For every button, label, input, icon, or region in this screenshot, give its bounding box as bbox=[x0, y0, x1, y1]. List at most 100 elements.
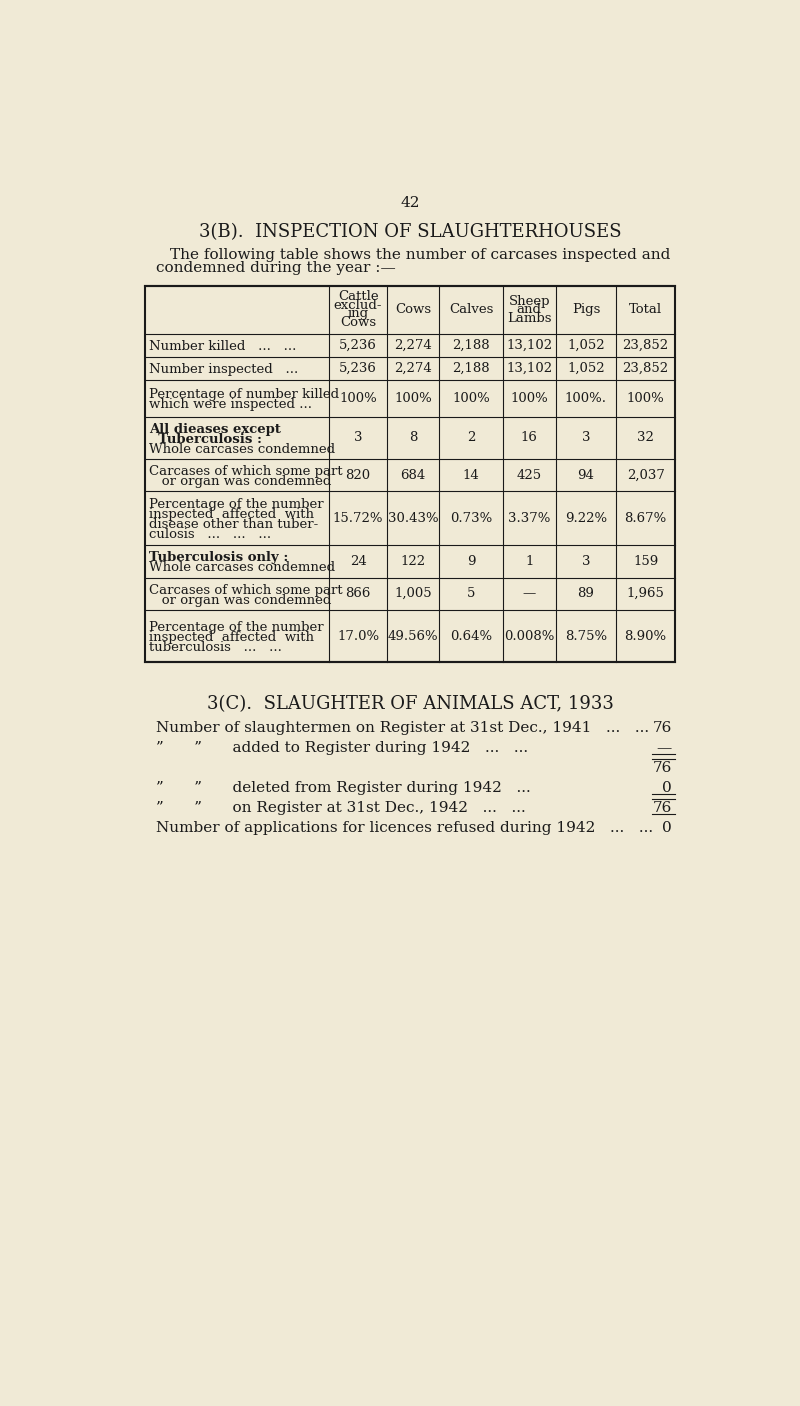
Text: 100%.: 100%. bbox=[565, 392, 607, 405]
Text: 159: 159 bbox=[633, 555, 658, 568]
Text: or organ was condemned: or organ was condemned bbox=[149, 593, 331, 607]
Text: Cows: Cows bbox=[340, 316, 376, 329]
Text: Carcases of which some part: Carcases of which some part bbox=[149, 583, 342, 596]
Text: exclud-: exclud- bbox=[334, 299, 382, 312]
Text: Tuberculosis only :: Tuberculosis only : bbox=[149, 551, 288, 564]
Text: Number of slaughtermen on Register at 31st Dec., 1941   ...   ...: Number of slaughtermen on Register at 31… bbox=[156, 721, 649, 735]
Text: Percentage of the number: Percentage of the number bbox=[149, 621, 323, 634]
Text: 100%: 100% bbox=[510, 392, 548, 405]
Text: Cattle: Cattle bbox=[338, 291, 378, 304]
Text: 122: 122 bbox=[401, 555, 426, 568]
Text: 0.73%: 0.73% bbox=[450, 512, 492, 524]
Text: 3(C).  SLAUGHTER OF ANIMALS ACT, 1933: 3(C). SLAUGHTER OF ANIMALS ACT, 1933 bbox=[206, 695, 614, 713]
Text: All dieases except: All dieases except bbox=[149, 423, 281, 436]
Text: 30.43%: 30.43% bbox=[388, 512, 438, 524]
Text: Whole carcases condemned: Whole carcases condemned bbox=[149, 443, 335, 456]
Text: 15.72%: 15.72% bbox=[333, 512, 383, 524]
Text: 14: 14 bbox=[463, 468, 480, 482]
Text: 100%: 100% bbox=[394, 392, 432, 405]
Text: 3.37%: 3.37% bbox=[508, 512, 550, 524]
Text: 42: 42 bbox=[400, 195, 420, 209]
Text: Number of applications for licences refused during 1942   ...   ...: Number of applications for licences refu… bbox=[156, 821, 653, 835]
Text: Lambs: Lambs bbox=[507, 312, 552, 325]
Text: 820: 820 bbox=[346, 468, 370, 482]
Text: —: — bbox=[522, 588, 536, 600]
Text: Tuberculosis :: Tuberculosis : bbox=[149, 433, 262, 446]
Text: Total: Total bbox=[629, 304, 662, 316]
Text: 5,236: 5,236 bbox=[339, 361, 377, 374]
Text: 76: 76 bbox=[653, 761, 672, 775]
Text: Number killed   ...   ...: Number killed ... ... bbox=[149, 340, 296, 353]
Text: Percentage of number killed: Percentage of number killed bbox=[149, 388, 339, 401]
Text: 100%: 100% bbox=[452, 392, 490, 405]
Text: 2,188: 2,188 bbox=[453, 339, 490, 352]
Text: 13,102: 13,102 bbox=[506, 339, 553, 352]
Text: 866: 866 bbox=[346, 588, 370, 600]
Text: 8.67%: 8.67% bbox=[625, 512, 666, 524]
Text: 1,052: 1,052 bbox=[567, 361, 605, 374]
Text: 23,852: 23,852 bbox=[622, 361, 669, 374]
Text: 24: 24 bbox=[350, 555, 366, 568]
Text: 32: 32 bbox=[637, 432, 654, 444]
Text: or organ was condemned: or organ was condemned bbox=[149, 475, 331, 488]
Text: Number inspected   ...: Number inspected ... bbox=[149, 363, 298, 377]
Text: culosis   ...   ...   ...: culosis ... ... ... bbox=[149, 529, 271, 541]
Text: 89: 89 bbox=[578, 588, 594, 600]
Text: ”  ”  added to Register during 1942   ...   ...: ” ” added to Register during 1942 ... ..… bbox=[156, 741, 528, 755]
Text: inspected  affected  with: inspected affected with bbox=[149, 631, 314, 644]
Text: and: and bbox=[517, 304, 542, 316]
Text: 17.0%: 17.0% bbox=[337, 630, 379, 643]
Text: Cows: Cows bbox=[395, 304, 431, 316]
Text: 0.64%: 0.64% bbox=[450, 630, 492, 643]
Text: 5,236: 5,236 bbox=[339, 339, 377, 352]
Text: condemned during the year :—: condemned during the year :— bbox=[156, 262, 395, 276]
Text: 9: 9 bbox=[467, 555, 475, 568]
Text: 76: 76 bbox=[653, 801, 672, 815]
Text: 0: 0 bbox=[662, 821, 672, 835]
Text: 100%: 100% bbox=[339, 392, 377, 405]
Text: 2,274: 2,274 bbox=[394, 339, 432, 352]
Text: 9.22%: 9.22% bbox=[565, 512, 607, 524]
Text: 2,037: 2,037 bbox=[626, 468, 665, 482]
Text: 49.56%: 49.56% bbox=[388, 630, 438, 643]
Text: 100%: 100% bbox=[626, 392, 665, 405]
Text: 1,965: 1,965 bbox=[626, 588, 665, 600]
Text: which were inspected ...: which were inspected ... bbox=[149, 398, 312, 411]
Text: —: — bbox=[657, 741, 672, 755]
Text: 2: 2 bbox=[467, 432, 475, 444]
Text: 3(B).  INSPECTION OF SLAUGHTERHOUSES: 3(B). INSPECTION OF SLAUGHTERHOUSES bbox=[198, 222, 622, 240]
Text: 684: 684 bbox=[401, 468, 426, 482]
Text: disease other than tuber-: disease other than tuber- bbox=[149, 519, 318, 531]
Text: 1,052: 1,052 bbox=[567, 339, 605, 352]
Text: ing: ing bbox=[347, 308, 369, 321]
Text: tuberculosis   ...   ...: tuberculosis ... ... bbox=[149, 641, 282, 654]
Text: 0.008%: 0.008% bbox=[504, 630, 554, 643]
Text: 1: 1 bbox=[525, 555, 534, 568]
Text: 2,274: 2,274 bbox=[394, 361, 432, 374]
Text: Calves: Calves bbox=[449, 304, 494, 316]
Text: 16: 16 bbox=[521, 432, 538, 444]
Text: inspected  affected  with: inspected affected with bbox=[149, 509, 314, 522]
Text: 8: 8 bbox=[409, 432, 418, 444]
Text: The following table shows the number of carcases inspected and: The following table shows the number of … bbox=[170, 247, 670, 262]
Text: 23,852: 23,852 bbox=[622, 339, 669, 352]
Text: 5: 5 bbox=[467, 588, 475, 600]
Text: Sheep: Sheep bbox=[509, 295, 550, 308]
Text: 1,005: 1,005 bbox=[394, 588, 432, 600]
Text: Whole carcases condemned: Whole carcases condemned bbox=[149, 561, 335, 575]
Text: ”  ”  deleted from Register during 1942   ...: ” ” deleted from Register during 1942 ..… bbox=[156, 780, 530, 794]
Text: 13,102: 13,102 bbox=[506, 361, 553, 374]
Text: 3: 3 bbox=[582, 432, 590, 444]
Text: 2,188: 2,188 bbox=[453, 361, 490, 374]
Text: 3: 3 bbox=[582, 555, 590, 568]
Bar bbox=[145, 285, 675, 662]
Text: Pigs: Pigs bbox=[572, 304, 600, 316]
Text: Percentage of the number: Percentage of the number bbox=[149, 498, 323, 512]
Text: 8.75%: 8.75% bbox=[565, 630, 607, 643]
Text: 425: 425 bbox=[517, 468, 542, 482]
Text: 3: 3 bbox=[354, 432, 362, 444]
Text: ”  ”  on Register at 31st Dec., 1942   ...   ...: ” ” on Register at 31st Dec., 1942 ... .… bbox=[156, 801, 526, 815]
Text: 76: 76 bbox=[653, 721, 672, 735]
Text: 94: 94 bbox=[578, 468, 594, 482]
Text: Carcases of which some part: Carcases of which some part bbox=[149, 465, 342, 478]
